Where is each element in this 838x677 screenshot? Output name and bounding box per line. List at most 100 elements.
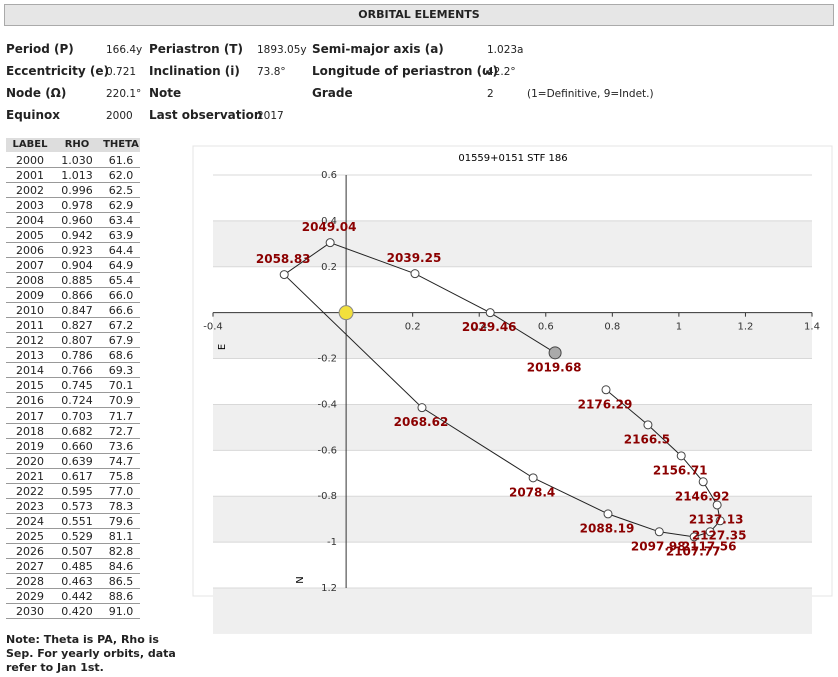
element-label: Last observation bbox=[149, 108, 263, 122]
y-tick-label: 0.4 bbox=[321, 216, 337, 227]
orbit-point bbox=[689, 532, 699, 542]
table-cell: 2020 bbox=[16, 454, 44, 468]
table-cell: 1.013 bbox=[61, 169, 93, 183]
orbit-point bbox=[715, 516, 725, 526]
element-value: 2000 bbox=[106, 110, 133, 122]
table-cell: 74.7 bbox=[108, 454, 134, 468]
row-line bbox=[6, 212, 140, 214]
point-label: 2097.98 bbox=[631, 539, 686, 553]
table-cell: 2021 bbox=[16, 469, 44, 483]
table-cell: 0.904 bbox=[61, 259, 93, 273]
table-cell: 75.8 bbox=[108, 469, 134, 483]
orbit-point bbox=[410, 269, 420, 279]
table-cell: 66.0 bbox=[108, 289, 134, 303]
row-line bbox=[6, 482, 140, 484]
element-label: Periastron (T) bbox=[149, 42, 243, 56]
point-label: 2078.4 bbox=[509, 485, 555, 499]
orbit-line bbox=[283, 242, 721, 538]
row-line bbox=[6, 332, 140, 334]
table-cell: 0.827 bbox=[61, 319, 93, 333]
grid-band bbox=[213, 588, 812, 634]
element-value: 166.4y bbox=[106, 44, 143, 56]
table-cell: 0.507 bbox=[61, 544, 93, 558]
table-cell: 2027 bbox=[16, 559, 44, 573]
point-label: 2039.25 bbox=[387, 251, 442, 265]
y-tick-label: 0.6 bbox=[321, 170, 337, 181]
element-label: Node (Ω) bbox=[6, 86, 67, 100]
row-line bbox=[6, 557, 140, 559]
element-label: Longitude of periastron (ω) bbox=[312, 64, 498, 78]
x-tick-label: 1.2 bbox=[737, 322, 753, 333]
table-cell: 62.0 bbox=[108, 169, 134, 183]
element-value: 73.8° bbox=[257, 66, 286, 78]
table-cell: 2029 bbox=[16, 589, 44, 603]
x-tick-label: 1 bbox=[676, 322, 682, 333]
element-label: Equinox bbox=[6, 108, 60, 122]
table-cell: 64.9 bbox=[108, 259, 134, 273]
y-tick-label: -0.8 bbox=[317, 491, 337, 502]
element-label: Grade bbox=[312, 86, 353, 100]
row-line bbox=[6, 377, 140, 379]
table-cell: 2001 bbox=[16, 169, 44, 183]
table-cell: 0.866 bbox=[61, 289, 93, 303]
point-label: 2049.04 bbox=[302, 220, 357, 234]
table-cell: 2015 bbox=[16, 379, 44, 393]
orbit-point bbox=[654, 527, 664, 537]
x-tick-label: 0.4 bbox=[471, 322, 487, 333]
grid-band bbox=[213, 496, 812, 543]
element-value: (1=Definitive, 9=Indet.) bbox=[527, 88, 654, 100]
table-cell: 0.942 bbox=[61, 229, 93, 243]
grid-band bbox=[213, 404, 812, 451]
point-label: 2068.62 bbox=[394, 415, 449, 429]
y-tick-label: -1 bbox=[327, 537, 337, 548]
table-cell: 70.1 bbox=[108, 379, 134, 393]
table-cell: 0.703 bbox=[61, 409, 93, 423]
row-line bbox=[6, 542, 140, 544]
header-title: ORBITAL ELEMENTS bbox=[4, 4, 834, 26]
table-cell: 0.573 bbox=[61, 499, 93, 513]
x-tick-label: 0.2 bbox=[405, 322, 421, 333]
point-label: 2117.56 bbox=[682, 539, 737, 553]
table-header-bg bbox=[6, 138, 140, 152]
table-cell: 78.3 bbox=[108, 499, 134, 513]
chart-frame bbox=[192, 145, 833, 597]
row-line bbox=[6, 527, 140, 529]
table-cell: 0.682 bbox=[61, 424, 93, 438]
point-label: 2176.29 bbox=[578, 397, 633, 411]
table-cell: 79.6 bbox=[108, 514, 134, 528]
orbit-point bbox=[705, 527, 715, 537]
table-cell: 64.4 bbox=[108, 244, 134, 258]
table-cell: 2005 bbox=[16, 229, 44, 243]
table-cell: 0.639 bbox=[61, 454, 93, 468]
table-cell: 2007 bbox=[16, 259, 44, 273]
point-label: 2088.19 bbox=[580, 521, 635, 535]
point-label: 2029.46 bbox=[462, 320, 517, 334]
table-cell: 2011 bbox=[16, 319, 44, 333]
table-cell: 67.2 bbox=[108, 319, 134, 333]
element-label: Semi-major axis (a) bbox=[312, 42, 444, 56]
point-label: 2127.35 bbox=[692, 528, 747, 542]
orbit-point bbox=[643, 420, 653, 430]
row-line bbox=[6, 317, 140, 319]
row-line bbox=[6, 467, 140, 469]
table-cell: 0.996 bbox=[61, 184, 93, 198]
row-line bbox=[6, 167, 140, 168]
table-cell: 2022 bbox=[16, 484, 44, 498]
table-cell: 82.8 bbox=[108, 544, 134, 558]
table-cell: 88.6 bbox=[108, 589, 134, 603]
table-cell: 0.595 bbox=[61, 484, 93, 498]
table-cell: 2000 bbox=[16, 154, 44, 167]
table-cell: 2018 bbox=[16, 424, 44, 438]
row-line bbox=[6, 602, 140, 604]
table-cell: 0.420 bbox=[61, 604, 93, 618]
table-cell: 62.5 bbox=[108, 184, 134, 198]
table-cell: 0.551 bbox=[61, 514, 93, 528]
element-label: Inclination (i) bbox=[149, 64, 240, 78]
orbit-point bbox=[548, 346, 562, 360]
note: Note: Theta is PA, Rho is Sep. For yearl… bbox=[6, 633, 176, 674]
table-cell: 62.9 bbox=[108, 199, 134, 213]
table-cell: 2009 bbox=[16, 289, 44, 303]
y-tick-label: 1.2 bbox=[321, 583, 337, 594]
table-cell: 2012 bbox=[16, 334, 44, 348]
table-cell: 2006 bbox=[16, 244, 44, 258]
